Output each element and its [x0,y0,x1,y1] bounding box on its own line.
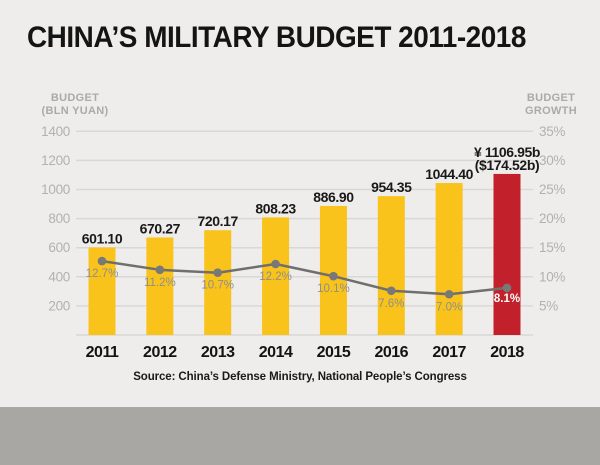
bar-value-label: 601.10 [82,231,123,247]
year-label: 2013 [201,344,235,361]
growth-dot [97,256,107,266]
right-tick-label: 35% [539,124,565,139]
left-axis-title: BUDGET [51,92,99,104]
bar-2017 [435,183,463,335]
growth-dot [155,265,165,275]
growth-dot [271,259,280,269]
year-label: 2014 [259,344,293,361]
bar-value-label: 1044.40 [425,166,473,182]
growth-dot [329,271,338,281]
year-label: 2011 [86,344,119,361]
right-tick-label: 30% [539,153,565,168]
bar-2015 [319,205,347,335]
right-axis-title: BUDGET [527,92,575,104]
left-tick-label: 1000 [41,182,70,197]
growth-dot [502,283,512,293]
bar-value-label-2018: ($174.52b) [475,157,539,173]
year-label: 2017 [432,344,466,361]
bar-2018 [493,173,521,335]
year-label: 2016 [374,344,408,361]
right-tick-label: 15% [539,240,565,255]
bar-value-label: 720.17 [198,213,239,229]
growth-label: 11.2% [144,277,176,289]
left-axis-title: (BLN YUAN) [42,105,109,117]
bar-value-label: 808.23 [255,200,296,216]
source-note: Source: China’s Defense Ministry, Nation… [133,371,467,383]
growth-label: 10.7% [201,280,234,292]
right-tick-label: 10% [539,269,565,284]
year-label: 2012 [143,344,177,361]
right-tick-label: 20% [539,211,565,226]
bar-value-label: 886.90 [313,189,354,205]
left-tick-label: 800 [48,211,70,226]
growth-dot [444,289,454,299]
bar-value-label: 954.35 [371,179,412,195]
growth-label: 10.1% [317,283,350,295]
left-tick-label: 400 [48,269,70,284]
bar-2016 [377,196,405,335]
growth-label: 12.2% [259,271,292,283]
right-tick-label: 25% [539,182,565,197]
growth-label: 12.7% [86,268,119,280]
footer-band: TWO SESSIONS BY THE NUMBERS GT EDITOR AN… [0,407,600,465]
growth-label: 8.1% [494,293,520,305]
right-tick-label: 5% [539,298,558,313]
year-label: 2018 [490,344,524,361]
growth-label: 7.0% [436,301,462,313]
left-tick-label: 1400 [41,124,70,139]
growth-dot [213,268,223,278]
growth-label: 7.6% [378,298,404,310]
page-title: CHINA’S MILITARY BUDGET 2011-2018 [27,21,526,54]
left-tick-label: 600 [48,240,70,255]
bar-value-label: 670.27 [140,220,181,236]
growth-line [100,259,509,296]
right-axis-title: GROWTH [525,105,577,117]
bar-2014 [262,217,290,335]
year-label: 2015 [317,344,351,361]
bar-2012 [146,237,174,335]
left-tick-label: 1200 [41,153,70,168]
left-tick-label: 200 [48,298,70,313]
bar-value-label-2018: ¥ 1106.95b [474,144,540,160]
bar-2013 [204,230,232,335]
growth-dot [386,286,396,296]
